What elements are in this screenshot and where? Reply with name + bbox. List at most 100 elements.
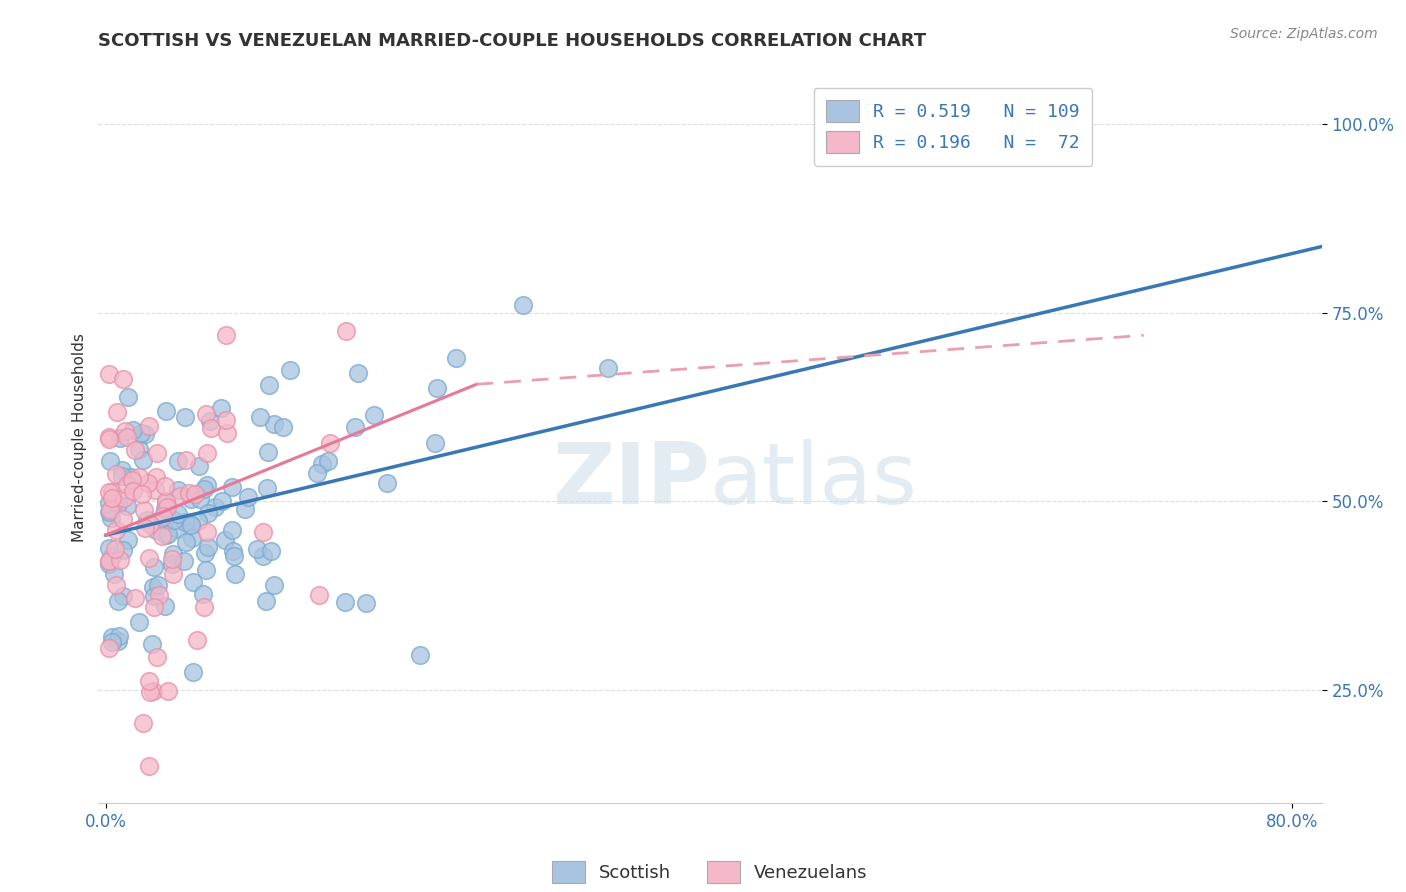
Point — [319, 435, 342, 450]
Point — [343, 420, 366, 434]
Point — [311, 458, 333, 472]
Point — [155, 528, 177, 542]
Point — [177, 485, 200, 500]
Point — [105, 467, 128, 481]
Point — [111, 371, 134, 385]
Point — [209, 401, 232, 416]
Point — [180, 491, 202, 506]
Point — [221, 524, 243, 538]
Point — [173, 554, 195, 568]
Point — [162, 567, 184, 582]
Point — [111, 542, 134, 557]
Point — [134, 426, 156, 441]
Point — [280, 363, 302, 377]
Point — [333, 595, 356, 609]
Point — [115, 430, 138, 444]
Point — [217, 425, 239, 440]
Point — [132, 715, 155, 730]
Point — [167, 507, 190, 521]
Point — [446, 351, 468, 366]
Point — [195, 525, 218, 540]
Point — [254, 593, 277, 607]
Point — [107, 633, 129, 648]
Point — [97, 554, 120, 568]
Point — [249, 409, 271, 424]
Point — [103, 567, 125, 582]
Point — [138, 674, 160, 689]
Point — [214, 533, 236, 547]
Point — [157, 527, 180, 541]
Point — [111, 589, 134, 603]
Point — [148, 578, 170, 592]
Point — [146, 650, 169, 665]
Point — [97, 367, 120, 381]
Point — [152, 509, 174, 524]
Point — [136, 475, 159, 490]
Point — [100, 511, 122, 525]
Point — [97, 505, 120, 519]
Point — [128, 470, 150, 484]
Point — [121, 423, 143, 437]
Point — [97, 433, 120, 447]
Point — [104, 524, 127, 538]
Point — [160, 551, 183, 566]
Point — [160, 557, 183, 571]
Point — [107, 594, 129, 608]
Point — [409, 648, 432, 662]
Point — [104, 578, 127, 592]
Point — [222, 549, 245, 564]
Point — [136, 513, 159, 527]
Point — [142, 560, 165, 574]
Point — [180, 518, 202, 533]
Point — [156, 500, 179, 514]
Point — [174, 410, 197, 425]
Point — [193, 482, 215, 496]
Text: ZIP: ZIP — [553, 440, 710, 523]
Point — [596, 360, 619, 375]
Point — [139, 685, 162, 699]
Text: atlas: atlas — [710, 440, 918, 523]
Point — [124, 591, 146, 606]
Point — [143, 483, 166, 497]
Point — [181, 665, 204, 679]
Point — [263, 417, 285, 432]
Point — [308, 588, 330, 602]
Point — [97, 496, 120, 510]
Point — [198, 414, 221, 428]
Point — [108, 553, 131, 567]
Point — [128, 615, 150, 629]
Point — [347, 366, 370, 380]
Point — [100, 454, 122, 468]
Point — [263, 578, 285, 592]
Point — [188, 458, 211, 473]
Point — [115, 478, 138, 492]
Point — [100, 485, 122, 500]
Point — [132, 452, 155, 467]
Point — [138, 418, 160, 433]
Point — [257, 444, 280, 458]
Point — [148, 588, 170, 602]
Point — [260, 544, 283, 558]
Point — [120, 469, 142, 483]
Point — [142, 684, 165, 698]
Point — [191, 587, 214, 601]
Point — [107, 497, 129, 511]
Point — [155, 478, 177, 492]
Point — [246, 541, 269, 556]
Point — [100, 549, 122, 563]
Point — [122, 484, 145, 499]
Point — [150, 529, 173, 543]
Point — [195, 407, 218, 421]
Point — [200, 421, 222, 435]
Point — [111, 462, 134, 476]
Point — [195, 445, 218, 459]
Point — [112, 512, 135, 526]
Point — [167, 454, 190, 468]
Text: SCOTTISH VS VENEZUELAN MARRIED-COUPLE HOUSEHOLDS CORRELATION CHART: SCOTTISH VS VENEZUELAN MARRIED-COUPLE HO… — [98, 32, 927, 50]
Point — [97, 640, 120, 655]
Point — [157, 684, 180, 698]
Point — [150, 510, 173, 524]
Point — [117, 533, 139, 547]
Point — [215, 328, 238, 343]
Point — [138, 551, 160, 566]
